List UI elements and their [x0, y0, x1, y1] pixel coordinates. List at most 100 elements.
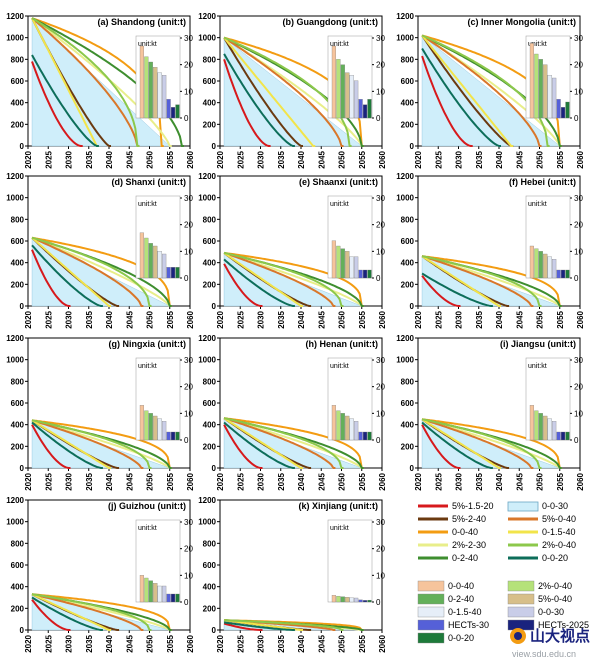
series-line-5%-1.5-20	[31, 599, 71, 631]
x-tick-label: 2035	[85, 472, 94, 490]
inset-bar	[354, 80, 359, 119]
series-line-5%-0-40	[421, 255, 534, 307]
y-tick-label: 1000	[6, 194, 24, 203]
y-tick-label: 200	[203, 604, 217, 613]
x-tick-label: 2025	[236, 310, 245, 328]
inset-bar	[367, 269, 372, 279]
inset-tick-label: 30	[376, 356, 385, 365]
x-tick-label: 2060	[378, 472, 387, 490]
y-tick-label: 200	[203, 442, 217, 451]
inset-bar	[336, 59, 341, 119]
series-line-5%-0-40	[223, 36, 344, 147]
x-tick-label: 2025	[236, 634, 245, 652]
inset-tick-label: 0	[376, 598, 381, 607]
inset-tick-label: 0	[184, 114, 189, 123]
inset-bar	[331, 45, 336, 119]
inset-bar	[354, 597, 359, 603]
inset-bar	[367, 431, 372, 441]
inset-bar	[166, 267, 171, 279]
x-tick-label: 2030	[257, 472, 266, 490]
x-tick-label: 2050	[146, 310, 155, 328]
inset-bar	[331, 240, 336, 279]
x-tick-label: 2045	[317, 310, 326, 328]
inset-tick-label: 30	[184, 34, 193, 43]
y-tick-label: 400	[203, 583, 217, 592]
y-tick-label: 0	[20, 464, 25, 473]
x-tick-label: 2020	[24, 150, 33, 168]
x-tick-label: 2060	[186, 634, 195, 652]
x-tick-label: 2025	[44, 310, 53, 328]
inset-bar	[139, 232, 144, 279]
x-tick-label: 2030	[65, 310, 74, 328]
x-tick-label: 2055	[556, 310, 565, 328]
y-tick-label: 0	[410, 464, 415, 473]
inset-tick-label: 30	[574, 34, 583, 43]
y-tick-label: 800	[11, 55, 25, 64]
series-line-0-1.5-40	[223, 252, 303, 307]
y-tick-label: 800	[11, 215, 25, 224]
y-tick-label: 1200	[396, 12, 414, 21]
inset-unit-label: unit:kt	[330, 201, 349, 208]
y-tick-label: 1200	[6, 496, 24, 505]
inset-tick-label: 0	[574, 274, 579, 283]
x-tick-label: 2040	[105, 634, 114, 652]
x-tick-label: 2020	[24, 472, 33, 490]
inset-bar	[354, 421, 359, 441]
x-tick-label: 2035	[85, 150, 94, 168]
x-tick-label: 2030	[257, 634, 266, 652]
y-tick-label: 1000	[396, 356, 414, 365]
series-line-0-0-20	[421, 272, 493, 307]
y-tick-label: 200	[11, 280, 25, 289]
series-line-0-1.5-40	[421, 255, 501, 307]
x-tick-label: 2050	[536, 310, 545, 328]
series-line-2%-0-40	[31, 17, 140, 147]
y-tick-label: 800	[401, 377, 415, 386]
x-tick-label: 2055	[166, 150, 175, 168]
y-tick-label: 1200	[198, 172, 216, 181]
legend-bar-label: 0-2-40	[448, 594, 474, 604]
x-tick-label: 2050	[146, 634, 155, 652]
inset-bar	[538, 413, 543, 441]
series-line-5%-0-40	[421, 418, 534, 469]
legend-bar-swatch	[507, 580, 535, 592]
inset-bar	[358, 599, 363, 603]
y-tick-label: 0	[212, 142, 217, 151]
inset-bar	[139, 405, 144, 441]
inset-tick-label: 10	[184, 571, 193, 580]
inset-tick-label: 10	[574, 87, 583, 96]
inset-bar	[148, 61, 153, 119]
series-line-0-1.5-40	[421, 418, 501, 469]
inset-bar	[556, 431, 561, 441]
x-tick-label: 2045	[125, 634, 134, 652]
panel-title: (k) Xinjiang (unit:t)	[299, 501, 378, 511]
y-tick-label: 800	[203, 377, 217, 386]
series-line-0-0-20	[421, 47, 501, 147]
x-tick-label: 2055	[166, 310, 175, 328]
inset-bar	[336, 245, 341, 279]
y-tick-label: 400	[11, 583, 25, 592]
series-line-5%-0-40	[223, 417, 336, 469]
y-tick-label: 200	[11, 604, 25, 613]
panel-title: (c) Inner Mongolia (unit:t)	[468, 17, 576, 27]
x-tick-label: 2025	[44, 472, 53, 490]
inset-bar	[153, 245, 158, 279]
series-line-0-0-20	[31, 244, 103, 307]
inset-tick-label: 10	[376, 87, 385, 96]
y-tick-label: 0	[20, 302, 25, 311]
legend: 5%-1.5-20 0-0-30 5%-2-40 5%-0-40 0-0-40 0-1.5…	[417, 501, 589, 644]
y-tick-label: 0	[20, 142, 25, 151]
inset-bar	[349, 418, 354, 441]
x-tick-label: 2050	[338, 634, 347, 652]
x-tick-label: 2040	[105, 472, 114, 490]
x-tick-label: 2050	[146, 150, 155, 168]
inset-unit-label: unit:kt	[330, 41, 349, 48]
panel-title: (b) Guangdong (unit:t)	[283, 17, 378, 27]
series-line-5%-1.5-20	[31, 249, 71, 307]
y-tick-label: 200	[401, 442, 415, 451]
series-line-0-0-40	[422, 255, 562, 307]
